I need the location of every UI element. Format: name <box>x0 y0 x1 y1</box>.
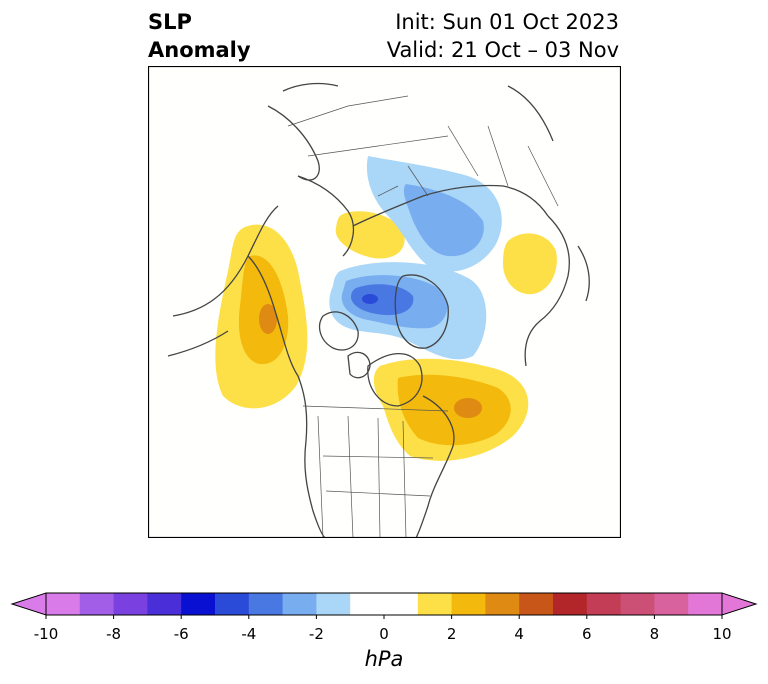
map-frame <box>148 66 621 538</box>
init-date: Init: Sun 01 Oct 2023 <box>395 10 619 34</box>
colorbar-tick-label: -4 <box>241 625 257 643</box>
colorbar-segment <box>248 593 284 615</box>
colorbar-tick-label: 2 <box>446 625 457 643</box>
colorbar-segment <box>79 593 115 615</box>
colorbar-segments <box>10 592 758 619</box>
colorbar-tick-label: -10 <box>33 625 59 643</box>
colorbar-tick-label: -6 <box>173 625 189 643</box>
colorbar-segment <box>519 593 554 615</box>
colorbar-tick-label: 10 <box>712 625 732 643</box>
colorbar-unit-label: hPa <box>364 647 404 671</box>
colorbar-tick-label: -8 <box>106 625 122 643</box>
colorbar-segment <box>147 593 182 615</box>
colorbar-segment <box>417 593 453 615</box>
colorbar-segment <box>553 593 588 615</box>
colorbar-segment <box>181 593 216 615</box>
colorbar-tick-label: 0 <box>379 625 389 643</box>
valid-range: Valid: 21 Oct – 03 Nov <box>386 38 619 62</box>
colorbar-tick-label: 4 <box>514 625 524 643</box>
positive-anomaly-east-asia <box>503 233 557 295</box>
colorbar-segment <box>215 593 250 615</box>
colorbar-segment <box>350 593 385 615</box>
colorbar-segment <box>620 593 655 615</box>
colorbar-tick-label: 6 <box>582 625 592 643</box>
coastlines <box>167 82 590 538</box>
colorbar-segment <box>113 593 148 615</box>
variable-title-line2: Anomaly <box>148 38 251 62</box>
positive-anomaly-northwest-atlantic <box>373 358 529 461</box>
colorbar-min-extend-arrow <box>10 592 47 616</box>
colorbar-segment <box>46 593 81 615</box>
colorbar-segment <box>654 593 689 615</box>
colorbar-max-extend-arrow <box>721 592 758 616</box>
colorbar-segment <box>282 593 317 615</box>
colorbar-segment <box>384 593 419 615</box>
colorbar-segment <box>586 593 622 615</box>
negative-anomaly-siberia <box>366 156 502 272</box>
negative-anomaly-arctic <box>329 262 487 360</box>
colorbar-segment <box>451 593 486 615</box>
slp-anomaly-map <box>148 66 621 538</box>
colorbar <box>10 592 758 619</box>
variable-title-line1: SLP <box>148 10 192 34</box>
colorbar-tick-label: -2 <box>308 625 324 643</box>
colorbar-segment <box>688 593 723 615</box>
colorbar-tick-label: 8 <box>649 625 660 643</box>
variable-title: SLP Anomaly <box>148 8 251 64</box>
colorbar-segment <box>316 593 351 615</box>
positive-anomaly-northeast-pacific <box>215 224 308 409</box>
date-title: Init: Sun 01 Oct 2023 Valid: 21 Oct – 03… <box>387 8 619 64</box>
colorbar-segment <box>485 593 520 615</box>
political-borders <box>287 95 559 538</box>
